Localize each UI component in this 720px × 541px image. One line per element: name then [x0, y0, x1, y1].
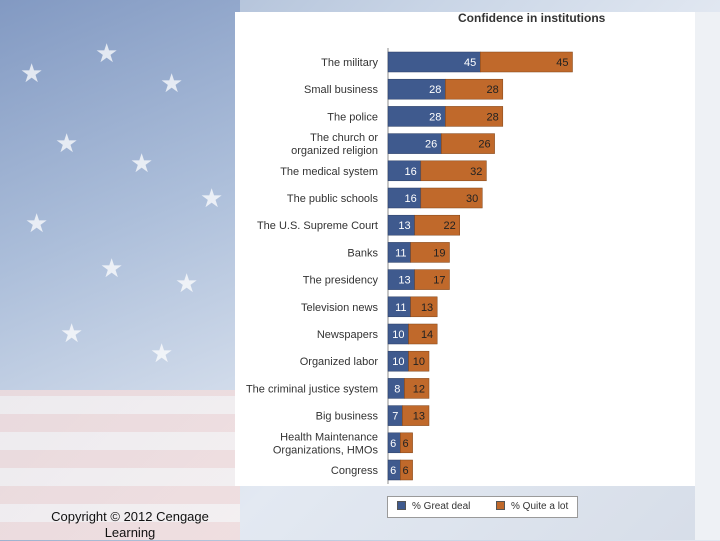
- category-label: Newspapers: [317, 329, 379, 341]
- data-label-great-deal: 11: [395, 302, 406, 314]
- copyright-notice: Copyright © 2012 Cengage Learning: [51, 509, 209, 540]
- bar-quite-a-lot: [420, 187, 483, 209]
- background-flag-stripes: [0, 390, 240, 540]
- category-label: Organized labor: [300, 356, 379, 368]
- data-label-quite-a-lot: 28: [487, 111, 499, 123]
- legend-swatch-great-deal: [397, 501, 406, 510]
- category-label: Congress: [331, 465, 379, 477]
- data-label-quite-a-lot: 30: [466, 193, 478, 205]
- data-label-quite-a-lot: 6: [402, 465, 408, 477]
- background-star-icon: ★: [160, 68, 184, 98]
- data-label-quite-a-lot: 10: [413, 356, 425, 368]
- bar-quite-a-lot: [480, 51, 573, 73]
- background-star-icon: ★: [150, 338, 174, 368]
- data-label-quite-a-lot: 22: [444, 220, 456, 232]
- bar-quite-a-lot: [414, 269, 450, 290]
- data-label-quite-a-lot: 6: [402, 438, 408, 450]
- data-label-quite-a-lot: 32: [470, 166, 482, 178]
- background-star-icon: ★: [25, 208, 49, 238]
- data-label-quite-a-lot: 17: [433, 275, 445, 287]
- data-label-quite-a-lot: 13: [421, 302, 433, 314]
- data-label-great-deal: 6: [390, 465, 396, 477]
- background-star-icon: ★: [55, 128, 79, 158]
- bar-quite-a-lot: [445, 106, 504, 127]
- background-star-icon: ★: [95, 38, 119, 68]
- data-label-great-deal: 45: [464, 57, 476, 69]
- category-label: Health Maintenance Organizations, HMOs: [273, 431, 379, 456]
- data-label-quite-a-lot: 19: [433, 247, 445, 259]
- bar-quite-a-lot: [402, 405, 430, 426]
- bar-quite-a-lot: [420, 160, 487, 182]
- category-label: Television news: [301, 302, 379, 314]
- data-label-great-deal: 16: [405, 193, 417, 205]
- category-label: The military: [321, 57, 378, 69]
- background-star-icon: ★: [60, 318, 84, 348]
- bar-quite-a-lot: [404, 378, 430, 399]
- legend-label-great-deal: % Great deal: [412, 501, 471, 512]
- chart-legend: % Great deal % Quite a lot: [387, 496, 578, 518]
- legend-swatch-quite-a-lot: [496, 501, 505, 510]
- data-label-quite-a-lot: 28: [487, 84, 499, 96]
- data-label-great-deal: 16: [405, 166, 417, 178]
- bar-quite-a-lot: [408, 323, 438, 345]
- background-star-icon: ★: [100, 253, 124, 283]
- category-label: Banks: [347, 247, 378, 259]
- bar-quite-a-lot: [445, 78, 504, 100]
- data-label-quite-a-lot: 26: [478, 139, 490, 151]
- right-edge-strip: [695, 12, 720, 540]
- bar-quite-a-lot: [410, 296, 438, 318]
- data-label-great-deal: 7: [392, 411, 398, 423]
- category-label: The presidency: [303, 275, 379, 287]
- category-label: The medical system: [280, 166, 378, 178]
- bar-quite-a-lot: [400, 432, 413, 454]
- category-label: The U.S. Supreme Court: [257, 220, 378, 232]
- data-label-great-deal: 28: [429, 84, 441, 96]
- data-label-great-deal: 13: [398, 275, 410, 287]
- bar-quite-a-lot: [408, 350, 430, 372]
- data-label-quite-a-lot: 14: [421, 329, 433, 341]
- data-label-quite-a-lot: 12: [413, 383, 425, 395]
- data-label-great-deal: 28: [429, 111, 441, 123]
- legend-item-quite-a-lot: % Quite a lot: [496, 501, 568, 512]
- legend-label-quite-a-lot: % Quite a lot: [511, 501, 569, 512]
- data-label-great-deal: 6: [390, 438, 396, 450]
- bar-quite-a-lot: [441, 133, 495, 154]
- category-label: The church or organized religion: [291, 132, 378, 157]
- category-label: Small business: [304, 84, 378, 96]
- bar-quite-a-lot: [410, 242, 450, 263]
- legend-item-great-deal: % Great deal: [397, 501, 470, 512]
- bar-quite-a-lot: [400, 459, 413, 481]
- data-label-great-deal: 8: [394, 383, 400, 395]
- background-flag-blue: [0, 0, 240, 400]
- category-label: The public schools: [287, 193, 379, 205]
- chart-title: Confidence in institutions: [458, 11, 606, 25]
- data-label-great-deal: 13: [398, 220, 410, 232]
- category-label: Big business: [316, 411, 379, 423]
- data-label-quite-a-lot: 13: [413, 411, 425, 423]
- bar-quite-a-lot: [414, 214, 460, 236]
- category-label: The criminal justice system: [246, 383, 378, 395]
- data-label-quite-a-lot: 45: [556, 57, 568, 69]
- category-label: The police: [327, 111, 378, 123]
- data-label-great-deal: 10: [392, 356, 404, 368]
- data-label-great-deal: 26: [425, 139, 437, 151]
- background-star-icon: ★: [175, 268, 199, 298]
- background-star-icon: ★: [200, 183, 224, 213]
- data-label-great-deal: 10: [392, 329, 404, 341]
- background-star-icon: ★: [20, 58, 44, 88]
- data-label-great-deal: 11: [395, 247, 406, 259]
- background-star-icon: ★: [130, 148, 154, 178]
